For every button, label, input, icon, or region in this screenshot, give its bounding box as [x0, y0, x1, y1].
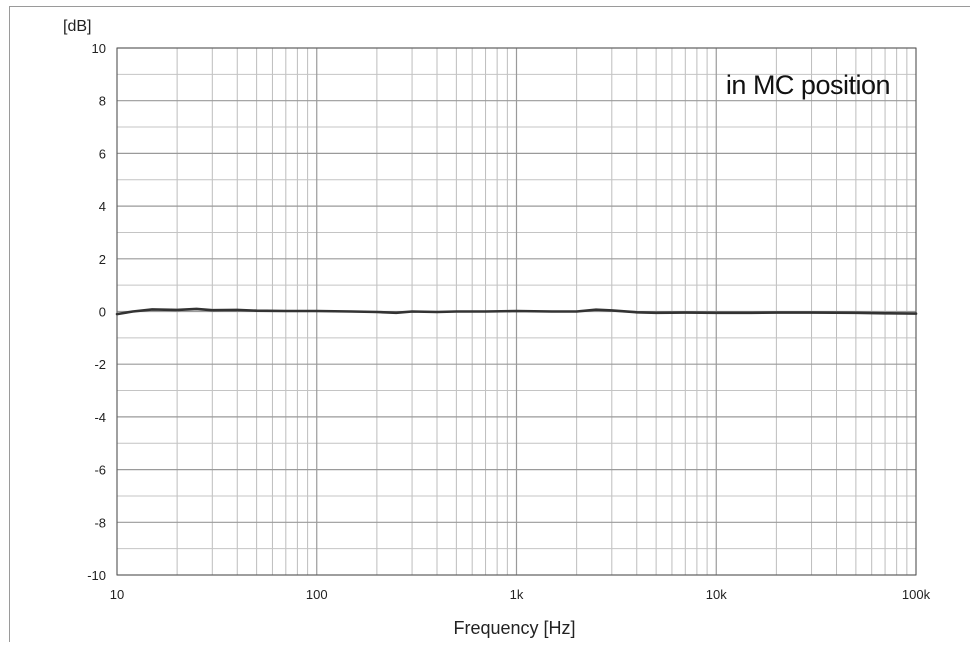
y-tick-labels: 10 8 6 4 2 0 -2 -4 -6 -8 -10: [87, 41, 106, 583]
x-tick-labels: 10 100 1k 10k 100k: [110, 587, 931, 602]
y-tick-label: -2: [94, 357, 106, 372]
x-tick-label: 10k: [706, 587, 727, 602]
y-tick-label: 8: [99, 94, 106, 109]
y-tick-label: 6: [99, 146, 106, 161]
x-axis-label: Frequency [Hz]: [453, 618, 575, 638]
x-tick-label: 10: [110, 587, 124, 602]
x-tick-label: 100: [306, 587, 328, 602]
y-tick-label: 10: [92, 41, 106, 56]
y-tick-label: -4: [94, 410, 106, 425]
y-tick-label: 2: [99, 252, 106, 267]
y-tick-label: -6: [94, 463, 106, 478]
y-axis-label: [dB]: [63, 18, 91, 35]
x-tick-label: 1k: [510, 587, 524, 602]
y-tick-label: -10: [87, 568, 106, 583]
annotation-position: in MC position: [726, 70, 890, 100]
y-tick-label: -8: [94, 515, 106, 530]
y-tick-label: 0: [99, 305, 106, 320]
y-tick-label: 4: [99, 199, 106, 214]
x-tick-label: 100k: [902, 587, 931, 602]
